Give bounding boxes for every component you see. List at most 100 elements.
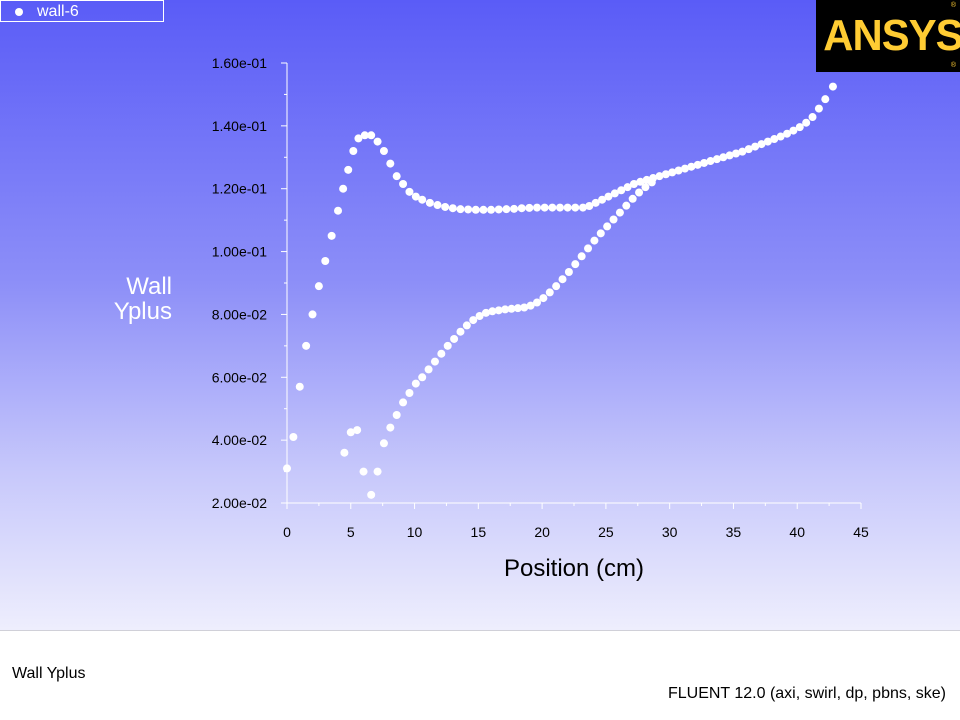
- x-tick-label: 10: [407, 524, 423, 540]
- data-point: [450, 334, 459, 343]
- data-point: [443, 341, 452, 350]
- data-point: [776, 132, 785, 141]
- x-tick-label: 45: [853, 524, 869, 540]
- plot-caption: Wall Yplus: [12, 665, 86, 682]
- data-point: [510, 204, 519, 213]
- x-tick-label: 5: [347, 524, 355, 540]
- data-point: [719, 153, 728, 162]
- legend: wall-6: [0, 0, 164, 22]
- data-point: [636, 177, 645, 186]
- data-point: [814, 104, 823, 113]
- data-point: [418, 195, 427, 204]
- data-point: [405, 389, 414, 397]
- data-point: [617, 186, 626, 195]
- data-point: [308, 310, 317, 319]
- y-tick-label: 2.00e-02: [212, 495, 267, 511]
- x-tick-label: 20: [534, 524, 550, 540]
- axes: [281, 62, 862, 509]
- data-point: [295, 382, 304, 391]
- data-point: [399, 180, 408, 188]
- data-point: [441, 202, 450, 211]
- data-point: [359, 467, 368, 476]
- data-point: [360, 131, 369, 140]
- data-point: [687, 162, 696, 171]
- data-point: [629, 180, 638, 188]
- data-point: [821, 95, 830, 104]
- data-point: [628, 194, 637, 203]
- data-point: [289, 433, 298, 441]
- data-point: [367, 490, 376, 499]
- data-point: [795, 123, 804, 132]
- data-point: [596, 229, 605, 238]
- data-point: [828, 82, 837, 91]
- data-point: [706, 157, 715, 166]
- data-point: [564, 268, 573, 276]
- data-point: [418, 373, 427, 382]
- data-point: [661, 170, 670, 179]
- ansys-logo: ANSYS ® ®: [816, 0, 960, 72]
- data-point: [668, 168, 677, 177]
- data-point: [456, 205, 465, 214]
- data-point: [552, 282, 561, 291]
- data-point: [783, 129, 792, 138]
- data-point: [604, 192, 613, 201]
- data-point: [353, 426, 362, 435]
- axis-labels: 0 5 10 15 20 25 30 35 40 45 2.00e-02 4.00e-02 6.00e-…: [114, 55, 869, 582]
- y-tick-label: 4.00e-02: [212, 432, 267, 448]
- data-point: [507, 304, 516, 313]
- data-point: [533, 298, 542, 307]
- data-point: [751, 142, 760, 151]
- data-point: [475, 312, 484, 320]
- data-point: [609, 215, 618, 224]
- data-point: [584, 244, 593, 253]
- data-point: [598, 195, 607, 204]
- data-point: [367, 131, 376, 140]
- data-point: [802, 118, 811, 127]
- data-point: [340, 448, 349, 457]
- data-point: [623, 183, 632, 192]
- x-tick-label: 40: [789, 524, 805, 540]
- data-point: [501, 305, 510, 314]
- data-point: [494, 205, 503, 214]
- data-point: [481, 308, 490, 317]
- data-point: [615, 208, 624, 217]
- data-point: [555, 203, 564, 212]
- data-point: [655, 172, 664, 181]
- data-point: [635, 188, 644, 197]
- data-point: [693, 160, 702, 169]
- data-point: [327, 231, 336, 240]
- data-point: [622, 201, 631, 210]
- data-point: [379, 147, 388, 155]
- data-point: [513, 304, 522, 313]
- data-point: [526, 301, 535, 310]
- logo-text: ANSYS: [823, 11, 960, 60]
- x-tick-label: 15: [471, 524, 487, 540]
- logo-registered-mark-bottom: ®: [950, 62, 956, 69]
- data-point: [757, 140, 766, 149]
- data-point: [674, 166, 683, 175]
- data-point: [314, 282, 323, 291]
- y-tick-label: 6.00e-02: [212, 369, 267, 385]
- y-tick-label: 1.60e-01: [212, 55, 267, 71]
- data-point: [603, 222, 612, 231]
- data-point: [386, 159, 395, 168]
- data-point: [540, 203, 549, 212]
- data-point: [548, 203, 557, 212]
- data-point: [731, 149, 740, 158]
- data-point: [464, 205, 473, 214]
- data-points: [283, 82, 837, 499]
- data-point: [525, 203, 534, 212]
- data-point: [344, 165, 353, 174]
- x-tick-label: 0: [283, 524, 291, 540]
- data-point: [349, 147, 358, 155]
- data-point: [545, 288, 554, 297]
- data-point: [354, 134, 363, 143]
- data-point: [488, 307, 497, 316]
- data-point: [386, 423, 395, 432]
- data-point: [725, 151, 734, 160]
- data-point: [469, 316, 478, 325]
- data-point: [808, 113, 817, 122]
- data-point: [346, 428, 355, 437]
- x-axis-title: Position (cm): [504, 555, 644, 582]
- data-point: [770, 135, 779, 144]
